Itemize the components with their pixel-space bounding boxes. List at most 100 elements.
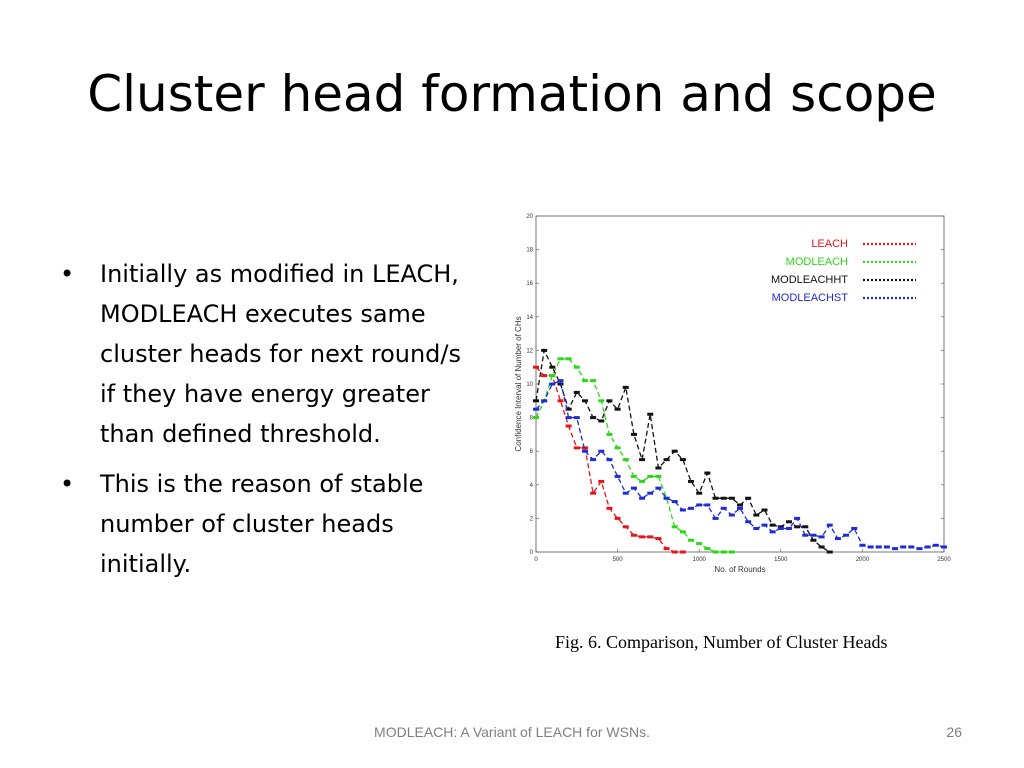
data-point: [834, 537, 841, 541]
data-point: [647, 474, 654, 478]
data-point: [679, 508, 686, 512]
slide-title: Cluster head formation and scope: [87, 65, 937, 123]
data-point: [671, 449, 678, 453]
bullet-text: This is the reason of stable number of c…: [100, 470, 424, 578]
data-point: [892, 547, 899, 551]
data-point: [916, 547, 923, 551]
chart-svg: 0 2 4 6 8 10 12 14 16 18 20 0 500 1000 1500 2000 2500 No.…: [514, 214, 951, 574]
data-point: [590, 458, 597, 462]
data-point: [777, 526, 784, 530]
data-point: [614, 516, 621, 520]
data-point: [924, 545, 931, 549]
data-point: [794, 525, 801, 529]
data-point: [696, 503, 703, 507]
y-axis-label: Confidence Interval of Number of CHs: [514, 316, 523, 451]
data-point: [671, 500, 678, 504]
data-point: [932, 543, 939, 547]
data-point: [663, 458, 670, 462]
x-tick-label: 2500: [937, 557, 951, 563]
data-point: [704, 471, 711, 475]
y-tick-label: 4: [530, 483, 534, 489]
x-axis-label: No. of Rounds: [714, 565, 765, 574]
data-point: [549, 382, 556, 386]
data-point: [867, 545, 874, 549]
data-point: [606, 432, 613, 436]
y-tick-label: 12: [526, 348, 533, 354]
data-point: [606, 506, 613, 510]
data-point: [679, 530, 686, 534]
data-point: [533, 399, 539, 403]
data-point: [900, 545, 907, 549]
data-point: [688, 538, 695, 542]
data-point: [728, 496, 735, 500]
data-point: [573, 446, 580, 450]
data-point: [826, 523, 833, 527]
series-line-modleachst: [535, 379, 945, 550]
data-point: [598, 449, 605, 453]
y-tick-label: 18: [526, 248, 533, 254]
data-point: [696, 491, 703, 495]
data-point: [598, 399, 605, 403]
data-point: [622, 525, 629, 529]
data-point: [769, 523, 776, 527]
data-point: [688, 479, 695, 483]
data-point: [557, 399, 564, 403]
chart-figure: 0 2 4 6 8 10 12 14 16 18 20 0 500 1000 1500 2000 2500 No.…: [510, 210, 960, 580]
data-point: [606, 399, 613, 403]
legend-label: LEACH: [811, 238, 848, 250]
data-point: [573, 416, 580, 420]
data-point: [802, 533, 809, 537]
data-point: [565, 424, 572, 428]
data-point: [573, 390, 580, 394]
data-point: [655, 466, 662, 470]
data-point: [639, 458, 646, 462]
data-point: [826, 550, 833, 554]
data-point: [761, 523, 768, 527]
y-tick-label: 10: [526, 382, 533, 388]
data-point: [753, 513, 760, 517]
data-point: [639, 479, 646, 483]
data-point: [622, 385, 629, 389]
data-point: [810, 538, 817, 542]
data-point: [647, 535, 654, 539]
data-point: [614, 407, 621, 411]
y-tick-label: 14: [526, 315, 533, 321]
slide-footer: MODLEACH: A Variant of LEACH for WSNs.: [374, 724, 650, 740]
data-point: [549, 365, 556, 369]
data-point: [712, 496, 719, 500]
data-point: [573, 365, 580, 369]
data-point: [753, 526, 760, 530]
data-point: [671, 550, 678, 554]
bullet-list: • Initially as modified in LEACH, MODLEA…: [60, 254, 480, 594]
data-point: [533, 365, 539, 369]
data-point: [557, 379, 564, 383]
data-point: [663, 547, 670, 551]
data-point: [647, 412, 654, 416]
y-tick-label: 6: [530, 449, 534, 455]
data-point: [557, 357, 564, 361]
data-point: [557, 382, 564, 386]
series-line-modleachht: [535, 348, 831, 553]
data-point: [818, 545, 825, 549]
data-point: [590, 491, 597, 495]
data-point: [679, 550, 686, 554]
data-point: [712, 550, 719, 554]
y-tick-label: 0: [530, 550, 534, 556]
data-point: [639, 535, 646, 539]
page-number: 26: [946, 724, 962, 740]
data-point: [688, 506, 695, 510]
data-point: [737, 503, 743, 507]
data-point: [737, 506, 743, 510]
plot-frame: [535, 215, 945, 553]
data-point: [533, 407, 539, 411]
data-point: [590, 416, 597, 420]
y-tick-label: 8: [530, 416, 534, 422]
bullet-text: Initially as modified in LEACH, MODLEACH…: [100, 260, 461, 448]
data-point: [704, 547, 711, 551]
data-point: [581, 379, 588, 383]
data-point: [541, 399, 548, 403]
data-point: [639, 496, 646, 500]
data-point: [769, 530, 776, 534]
data-point: [622, 458, 629, 462]
data-point: [565, 416, 572, 420]
